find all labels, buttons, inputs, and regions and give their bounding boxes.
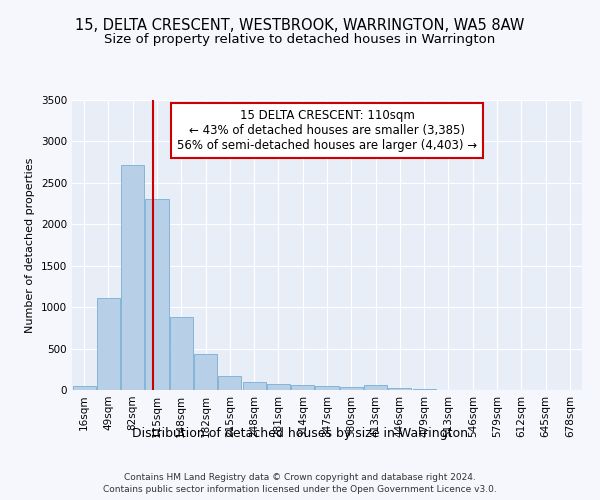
Text: 15, DELTA CRESCENT, WESTBROOK, WARRINGTON, WA5 8AW: 15, DELTA CRESCENT, WESTBROOK, WARRINGTO… [76,18,524,32]
Bar [340,387,363,390]
Bar [388,388,412,390]
Text: 15 DELTA CRESCENT: 110sqm
← 43% of detached houses are smaller (3,385)
56% of se: 15 DELTA CRESCENT: 110sqm ← 43% of detac… [177,108,477,152]
Bar [316,386,338,390]
Bar [218,376,241,390]
Bar [267,384,290,390]
Bar [364,386,387,390]
Text: Size of property relative to detached houses in Warrington: Size of property relative to detached ho… [104,32,496,46]
Bar [413,389,436,390]
Bar [145,200,169,390]
Bar [242,382,266,390]
Bar [73,386,95,390]
Bar [97,298,120,390]
Text: Distribution of detached houses by size in Warrington: Distribution of detached houses by size … [132,428,468,440]
Bar [291,386,314,390]
Bar [170,317,193,390]
Y-axis label: Number of detached properties: Number of detached properties [25,158,35,332]
Text: Contains HM Land Registry data © Crown copyright and database right 2024.: Contains HM Land Registry data © Crown c… [124,472,476,482]
Text: Contains public sector information licensed under the Open Government Licence v3: Contains public sector information licen… [103,485,497,494]
Bar [121,164,144,390]
Bar [194,354,217,390]
